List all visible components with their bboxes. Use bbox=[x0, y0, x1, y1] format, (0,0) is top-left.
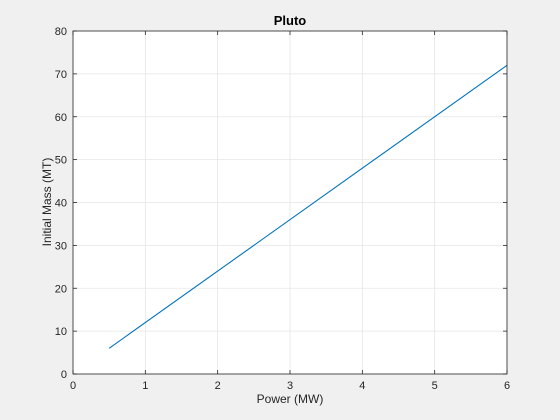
y-tick-label: 0 bbox=[61, 369, 67, 381]
chart-title: Pluto bbox=[274, 13, 307, 28]
x-tick-label: 0 bbox=[70, 380, 76, 392]
y-tick-label: 30 bbox=[55, 240, 67, 252]
y-tick-label: 70 bbox=[55, 69, 67, 81]
x-tick-label: 5 bbox=[432, 380, 438, 392]
x-tick-label: 6 bbox=[504, 380, 510, 392]
y-tick-label: 80 bbox=[55, 26, 67, 38]
x-axis-label: Power (MW) bbox=[257, 392, 324, 406]
x-tick-label: 2 bbox=[215, 380, 221, 392]
series-line-0 bbox=[108, 64, 508, 349]
x-tick-label: 4 bbox=[359, 380, 365, 392]
y-tick-label: 50 bbox=[55, 155, 67, 167]
y-tick-label: 10 bbox=[55, 326, 67, 338]
y-tick-label: 40 bbox=[55, 198, 67, 210]
plot-lines bbox=[108, 64, 508, 349]
x-tick-label: 3 bbox=[287, 380, 293, 392]
x-tick-label: 1 bbox=[142, 380, 148, 392]
y-tick-label: 60 bbox=[55, 112, 67, 124]
y-axis-label: Initial Mass (MT) bbox=[40, 158, 54, 247]
axis-ticks bbox=[72, 30, 508, 375]
y-tick-label: 20 bbox=[55, 283, 67, 295]
